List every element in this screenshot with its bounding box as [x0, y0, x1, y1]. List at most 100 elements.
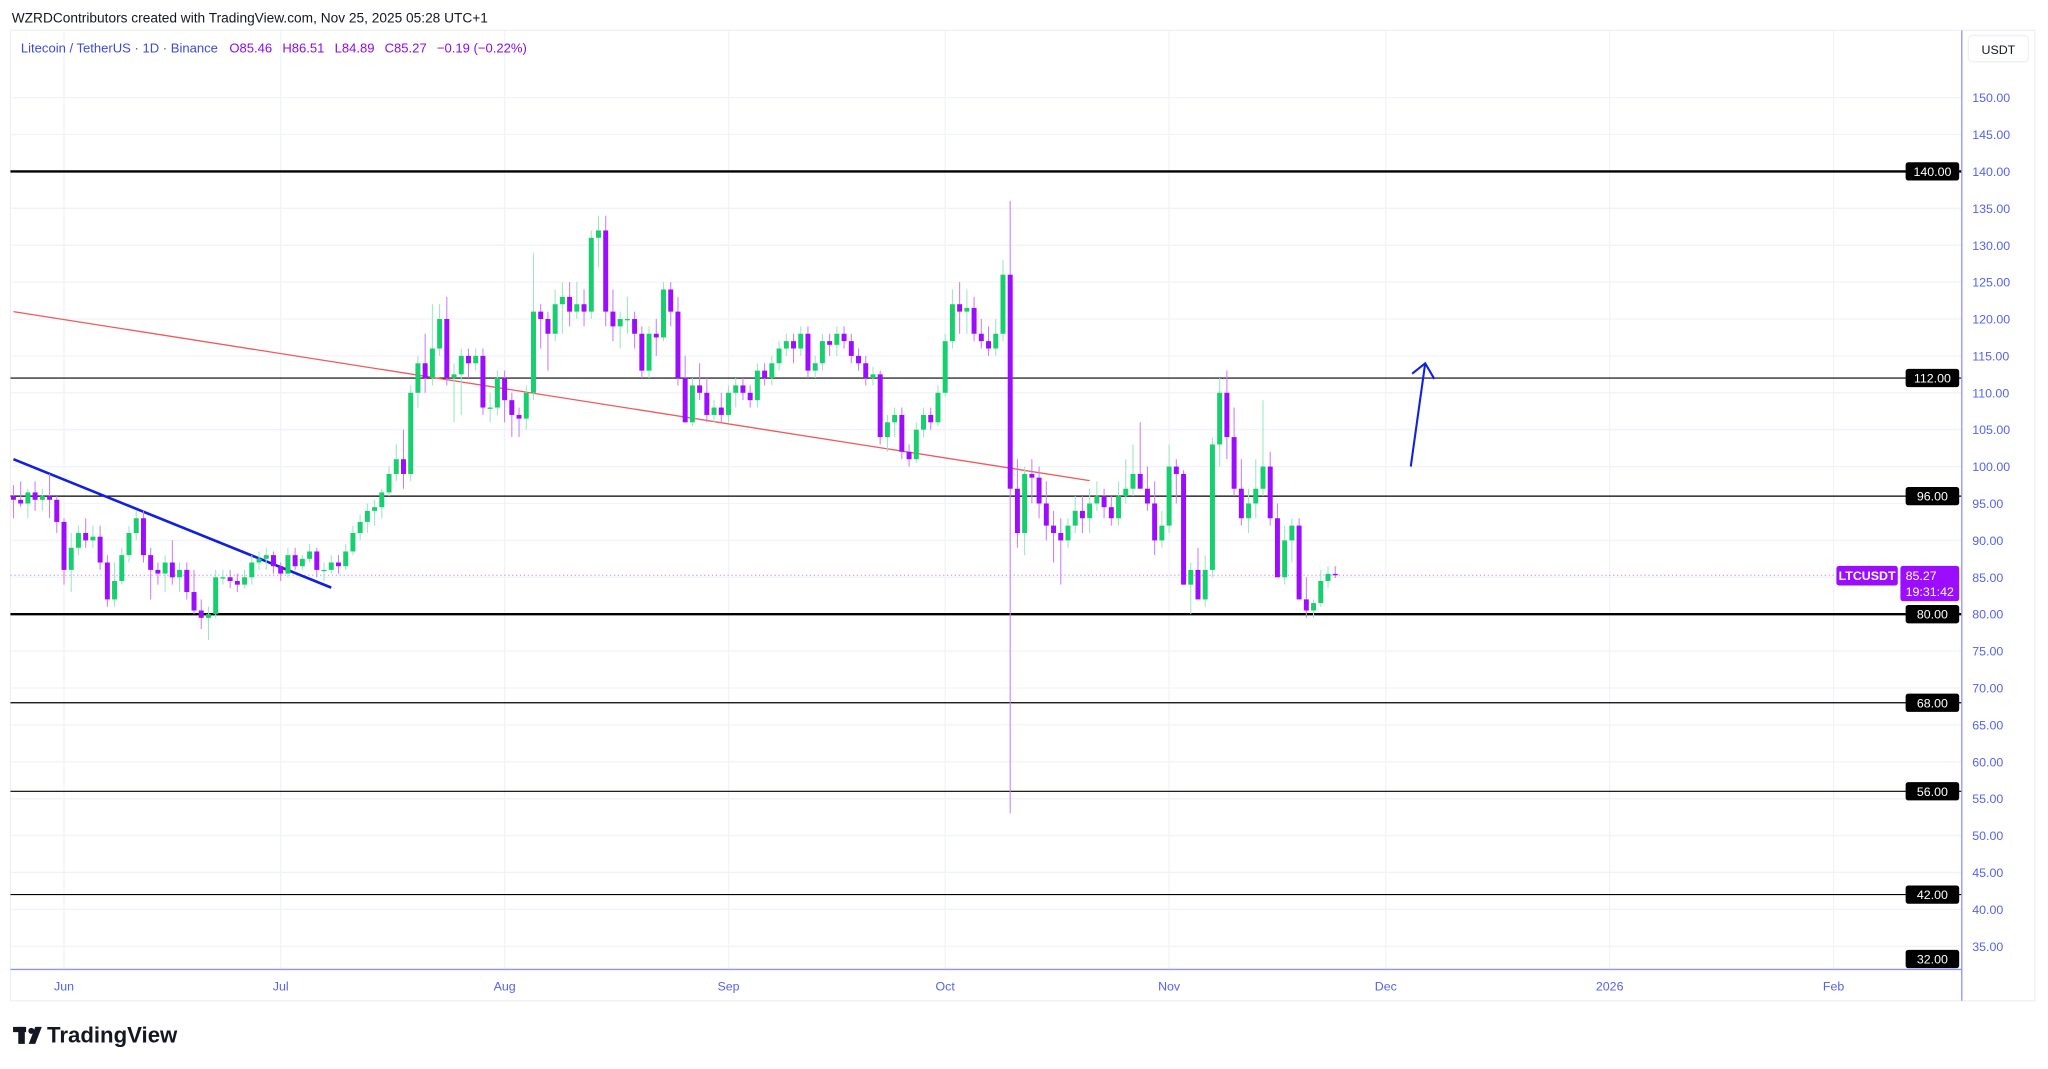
candle-body	[1188, 569, 1194, 585]
candle	[718, 392, 724, 423]
candle	[1202, 555, 1208, 607]
candle	[646, 326, 652, 379]
candle-body	[856, 355, 861, 364]
candle-body	[372, 507, 378, 511]
candle	[964, 289, 970, 334]
candle-body	[1087, 503, 1093, 519]
time-axis[interactable]: Jun Jul Aug Sep Oct Nov Dec 2026 Feb	[54, 979, 1844, 993]
level-label-bg	[1905, 949, 1960, 969]
candle-body	[516, 414, 522, 419]
time-tick-label: Feb	[1823, 979, 1844, 993]
horizontal-levels[interactable]	[10, 170, 1962, 896]
candle	[328, 555, 334, 574]
countdown-text: 19:31:42	[1906, 585, 1954, 599]
currency-button-bg[interactable]	[1967, 34, 2030, 63]
level-labels: 140.00 112.00 96.00 80.00 68.00 56.00 42.00 32.…	[1905, 162, 1960, 969]
candle	[762, 363, 768, 386]
candle-body	[791, 341, 796, 349]
candle	[1267, 451, 1273, 526]
candle-body	[1253, 488, 1259, 504]
candle	[415, 355, 421, 408]
candle	[379, 488, 385, 519]
price-tick-label: 50.00	[1972, 829, 2003, 843]
candle	[776, 341, 782, 371]
candle	[372, 499, 378, 526]
candle	[126, 525, 132, 563]
candles	[10, 200, 1338, 814]
candle	[429, 304, 435, 386]
candle-body	[653, 333, 659, 338]
candle-body	[1296, 525, 1302, 600]
candle	[538, 304, 544, 349]
level-label: 68.00	[1917, 696, 1948, 710]
candle	[1058, 518, 1064, 585]
candle-body	[993, 333, 999, 349]
candle-body	[415, 363, 421, 393]
price-tick-label: 75.00	[1972, 645, 2003, 659]
candle	[494, 370, 500, 415]
candle	[90, 525, 96, 548]
price-tick-label: 90.00	[1972, 534, 2003, 548]
candle-body	[935, 392, 941, 423]
candle-body	[1000, 274, 1006, 334]
last-price-text: 85.27	[1906, 569, 1937, 583]
candle	[588, 230, 594, 319]
candle	[1274, 503, 1280, 578]
candle-body	[314, 551, 320, 570]
level-label: 96.00	[1917, 490, 1948, 504]
tradingview-logo[interactable]: TradingView	[13, 1023, 178, 1048]
candle-body	[408, 392, 414, 474]
currency-button[interactable]: USDT	[1967, 34, 2030, 63]
candle-body	[126, 532, 132, 556]
candle	[18, 481, 24, 508]
candle-body	[689, 385, 695, 423]
candle-body	[675, 311, 681, 379]
candle	[1043, 481, 1049, 541]
candle-body	[299, 558, 305, 567]
candle-body	[162, 562, 168, 574]
candle-body	[928, 414, 934, 423]
candle-body	[18, 499, 24, 504]
up-arrow-drawing[interactable]	[1409, 361, 1436, 467]
candle	[1325, 566, 1331, 589]
currency-label[interactable]: USDT	[1982, 43, 2016, 57]
candle-body	[574, 304, 580, 312]
candle-body	[335, 562, 341, 567]
candle	[263, 547, 269, 570]
level-label-bg	[1905, 782, 1960, 801]
candle-body	[321, 569, 327, 572]
candle	[1101, 488, 1107, 519]
legend-change: −0.19 (−0.22%)	[437, 41, 527, 56]
candle	[32, 481, 38, 511]
candle-body	[884, 422, 890, 438]
tradingview-logo-icon	[13, 1026, 42, 1044]
candle	[668, 282, 674, 327]
candle	[841, 326, 847, 349]
candle	[133, 510, 139, 541]
price-axis[interactable]: 35.00 40.00 45.00 50.00 55.00 60.00 65.00 70.00…	[1972, 91, 2010, 954]
candle-body	[61, 521, 67, 570]
candle	[1311, 599, 1317, 618]
candle-body	[234, 580, 240, 585]
candle	[531, 252, 536, 401]
candle	[220, 569, 226, 585]
candle-body	[270, 555, 276, 567]
candle	[465, 348, 471, 379]
candle-body	[596, 230, 601, 238]
candle	[1238, 459, 1244, 526]
candle	[1130, 444, 1136, 497]
candle-body	[921, 414, 927, 430]
candle-body	[827, 341, 833, 345]
candle-body	[1311, 603, 1317, 611]
candle	[1036, 466, 1042, 519]
candle-body	[986, 341, 992, 349]
level-label: 80.00	[1917, 608, 1948, 622]
candle-body	[1209, 444, 1215, 570]
candle	[400, 429, 406, 489]
candle	[451, 363, 457, 423]
candle-body	[1166, 466, 1172, 526]
candle-body	[877, 374, 883, 438]
candle	[335, 555, 341, 574]
candle	[921, 407, 927, 438]
